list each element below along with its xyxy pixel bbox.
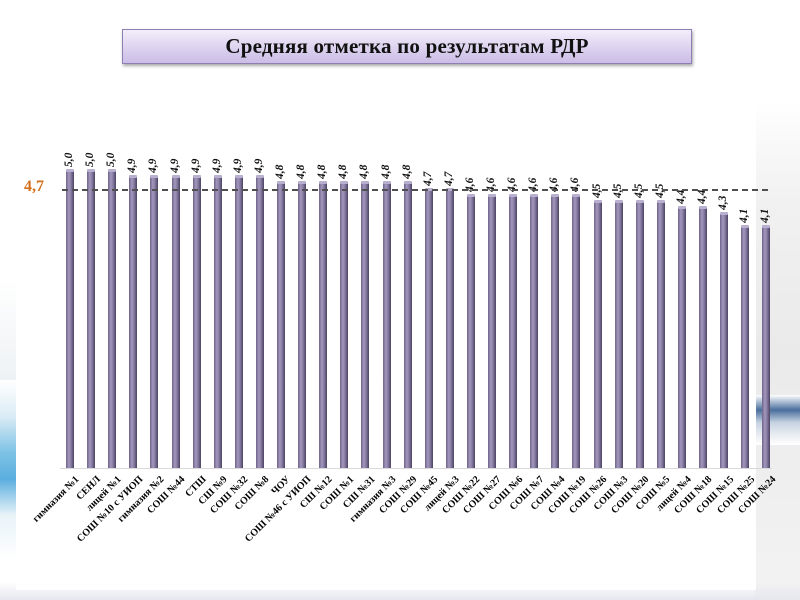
data-label: 5,0 bbox=[105, 152, 118, 167]
bar bbox=[530, 193, 539, 468]
x-axis-baseline bbox=[60, 468, 772, 469]
data-label: 4,7 bbox=[442, 171, 455, 186]
decorative-left-wave bbox=[0, 380, 16, 560]
data-label: 4,6 bbox=[569, 177, 582, 192]
bar bbox=[129, 175, 138, 468]
bar bbox=[699, 206, 707, 468]
data-label: 4,6 bbox=[506, 177, 519, 192]
data-label: 4,9 bbox=[252, 158, 265, 174]
bar bbox=[551, 193, 560, 468]
data-label: 4,6 bbox=[548, 177, 561, 192]
data-label: 4,7 bbox=[421, 171, 434, 186]
bar bbox=[340, 181, 349, 468]
bar bbox=[466, 193, 475, 468]
bar bbox=[509, 193, 518, 468]
data-label: 4,8 bbox=[400, 165, 413, 180]
bar bbox=[677, 206, 686, 468]
data-label: 4,9 bbox=[126, 158, 139, 174]
data-label: 4,5 bbox=[632, 183, 645, 198]
data-label: 4,8 bbox=[316, 165, 329, 180]
average-reference-line bbox=[62, 188, 768, 191]
bar bbox=[614, 199, 623, 468]
data-label: 4,8 bbox=[379, 165, 392, 180]
data-label: 4,9 bbox=[210, 158, 223, 174]
bar bbox=[87, 169, 96, 468]
bar bbox=[445, 187, 454, 468]
data-label: 4,5 bbox=[590, 183, 603, 198]
bar bbox=[192, 175, 201, 468]
data-label: 4,5 bbox=[611, 183, 624, 198]
bar bbox=[319, 181, 328, 468]
bar bbox=[213, 175, 222, 468]
bar bbox=[572, 193, 581, 468]
bar bbox=[66, 169, 74, 468]
data-label: 4,9 bbox=[168, 158, 181, 174]
data-label: 4,6 bbox=[485, 177, 497, 192]
bar bbox=[488, 193, 496, 468]
bar bbox=[382, 181, 391, 468]
data-label: 4,3 bbox=[717, 195, 730, 211]
data-label: 5,0 bbox=[63, 152, 75, 167]
bar bbox=[635, 199, 644, 468]
decorative-left-shade bbox=[0, 280, 16, 380]
bar bbox=[762, 224, 771, 468]
bar bbox=[593, 199, 602, 468]
bar bbox=[298, 181, 307, 468]
bar bbox=[741, 224, 750, 468]
data-label: 4,9 bbox=[147, 158, 160, 174]
bar bbox=[656, 199, 665, 468]
data-label: 4,1 bbox=[738, 208, 751, 223]
data-label: 4,8 bbox=[295, 165, 308, 180]
data-label: 4,8 bbox=[337, 165, 350, 180]
bar bbox=[234, 175, 243, 468]
bar bbox=[108, 169, 117, 468]
data-label: 4,6 bbox=[527, 177, 540, 192]
bar bbox=[720, 212, 729, 468]
data-label: 4,5 bbox=[653, 183, 666, 198]
bar bbox=[361, 181, 370, 468]
title-banner: Средняя отметка по результатам РДР bbox=[122, 29, 692, 64]
data-label: 4,8 bbox=[274, 165, 286, 180]
average-label: 4,7 bbox=[24, 178, 44, 195]
data-label: 4,6 bbox=[463, 177, 476, 192]
bar bbox=[403, 181, 412, 468]
data-label: 4,8 bbox=[358, 165, 371, 180]
bar bbox=[150, 175, 159, 468]
data-label: 4,9 bbox=[189, 158, 202, 174]
bar bbox=[171, 175, 180, 468]
data-label: 4,9 bbox=[231, 158, 244, 174]
data-label: 5,0 bbox=[84, 152, 97, 167]
bar bbox=[424, 187, 433, 468]
bar bbox=[255, 175, 264, 468]
data-label: 4,1 bbox=[759, 208, 772, 223]
chart-title: Средняя отметка по результатам РДР bbox=[225, 34, 589, 58]
bar bbox=[277, 181, 285, 468]
